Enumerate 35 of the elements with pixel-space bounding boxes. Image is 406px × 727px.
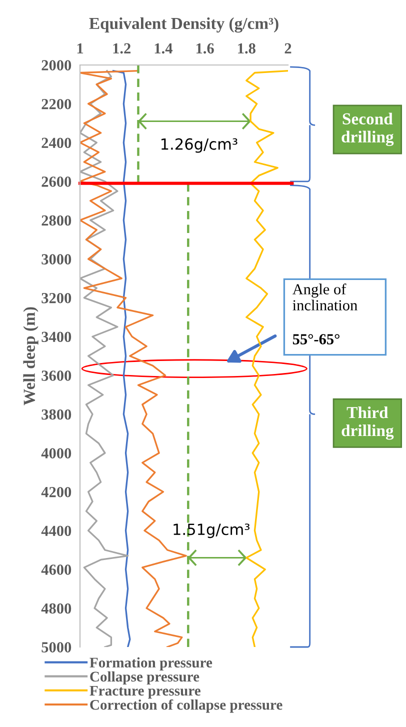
annotation: 1.26g/cm³ [161, 138, 238, 153]
x-tick-label: 2 [284, 43, 292, 54]
annotation: 1.51g/cm³ [174, 524, 250, 538]
y-tick-label: 3600 [42, 370, 72, 381]
y-tick-label: 4200 [41, 486, 72, 498]
y-tick-label: 4400 [41, 526, 72, 536]
y-tick-label: 3000 [42, 254, 72, 264]
text: Second drilling [342, 112, 394, 146]
x-tick-label: 1 [77, 43, 84, 54]
y-tick-label: 3800 [42, 409, 72, 420]
y-tick-label: 2200 [42, 98, 72, 110]
text: Angle of inclination 55°-65° [292, 284, 358, 344]
y-tick-label: 2400 [42, 138, 72, 148]
legend-label: Correction of collapse pressure [90, 699, 282, 713]
x-tick-label: 1.2 [113, 43, 130, 54]
y-axis-title: Well deep (m) [23, 307, 38, 406]
legend-label: Formation pressure [90, 657, 212, 671]
y-tick-label: 4600 [41, 564, 72, 575]
y-tick-label: 2800 [42, 215, 72, 226]
x-tick-label: 1.4 [154, 43, 172, 54]
y-tick-label: 5000 [42, 642, 72, 652]
y-tick-label: 4800 [41, 603, 72, 614]
x-tick-label: 1.8 [238, 43, 256, 54]
y-tick-label: 2600 [42, 176, 72, 187]
y-tick-label: 3400 [42, 332, 72, 342]
y-tick-label: 3200 [42, 292, 72, 304]
legend-label: Collapse pressure [90, 671, 200, 685]
y-tick-label: 4000 [41, 448, 72, 458]
line-series [80, 70, 129, 647]
y-tick-label: 2000 [42, 60, 72, 70]
x-tick-label: 1.6 [196, 43, 214, 54]
x-axis-title: Equivalent Density (g/cm³) [89, 17, 278, 33]
text: Third drilling [342, 406, 394, 440]
legend-label: Fracture pressure [90, 686, 200, 699]
line-series [112, 70, 131, 647]
